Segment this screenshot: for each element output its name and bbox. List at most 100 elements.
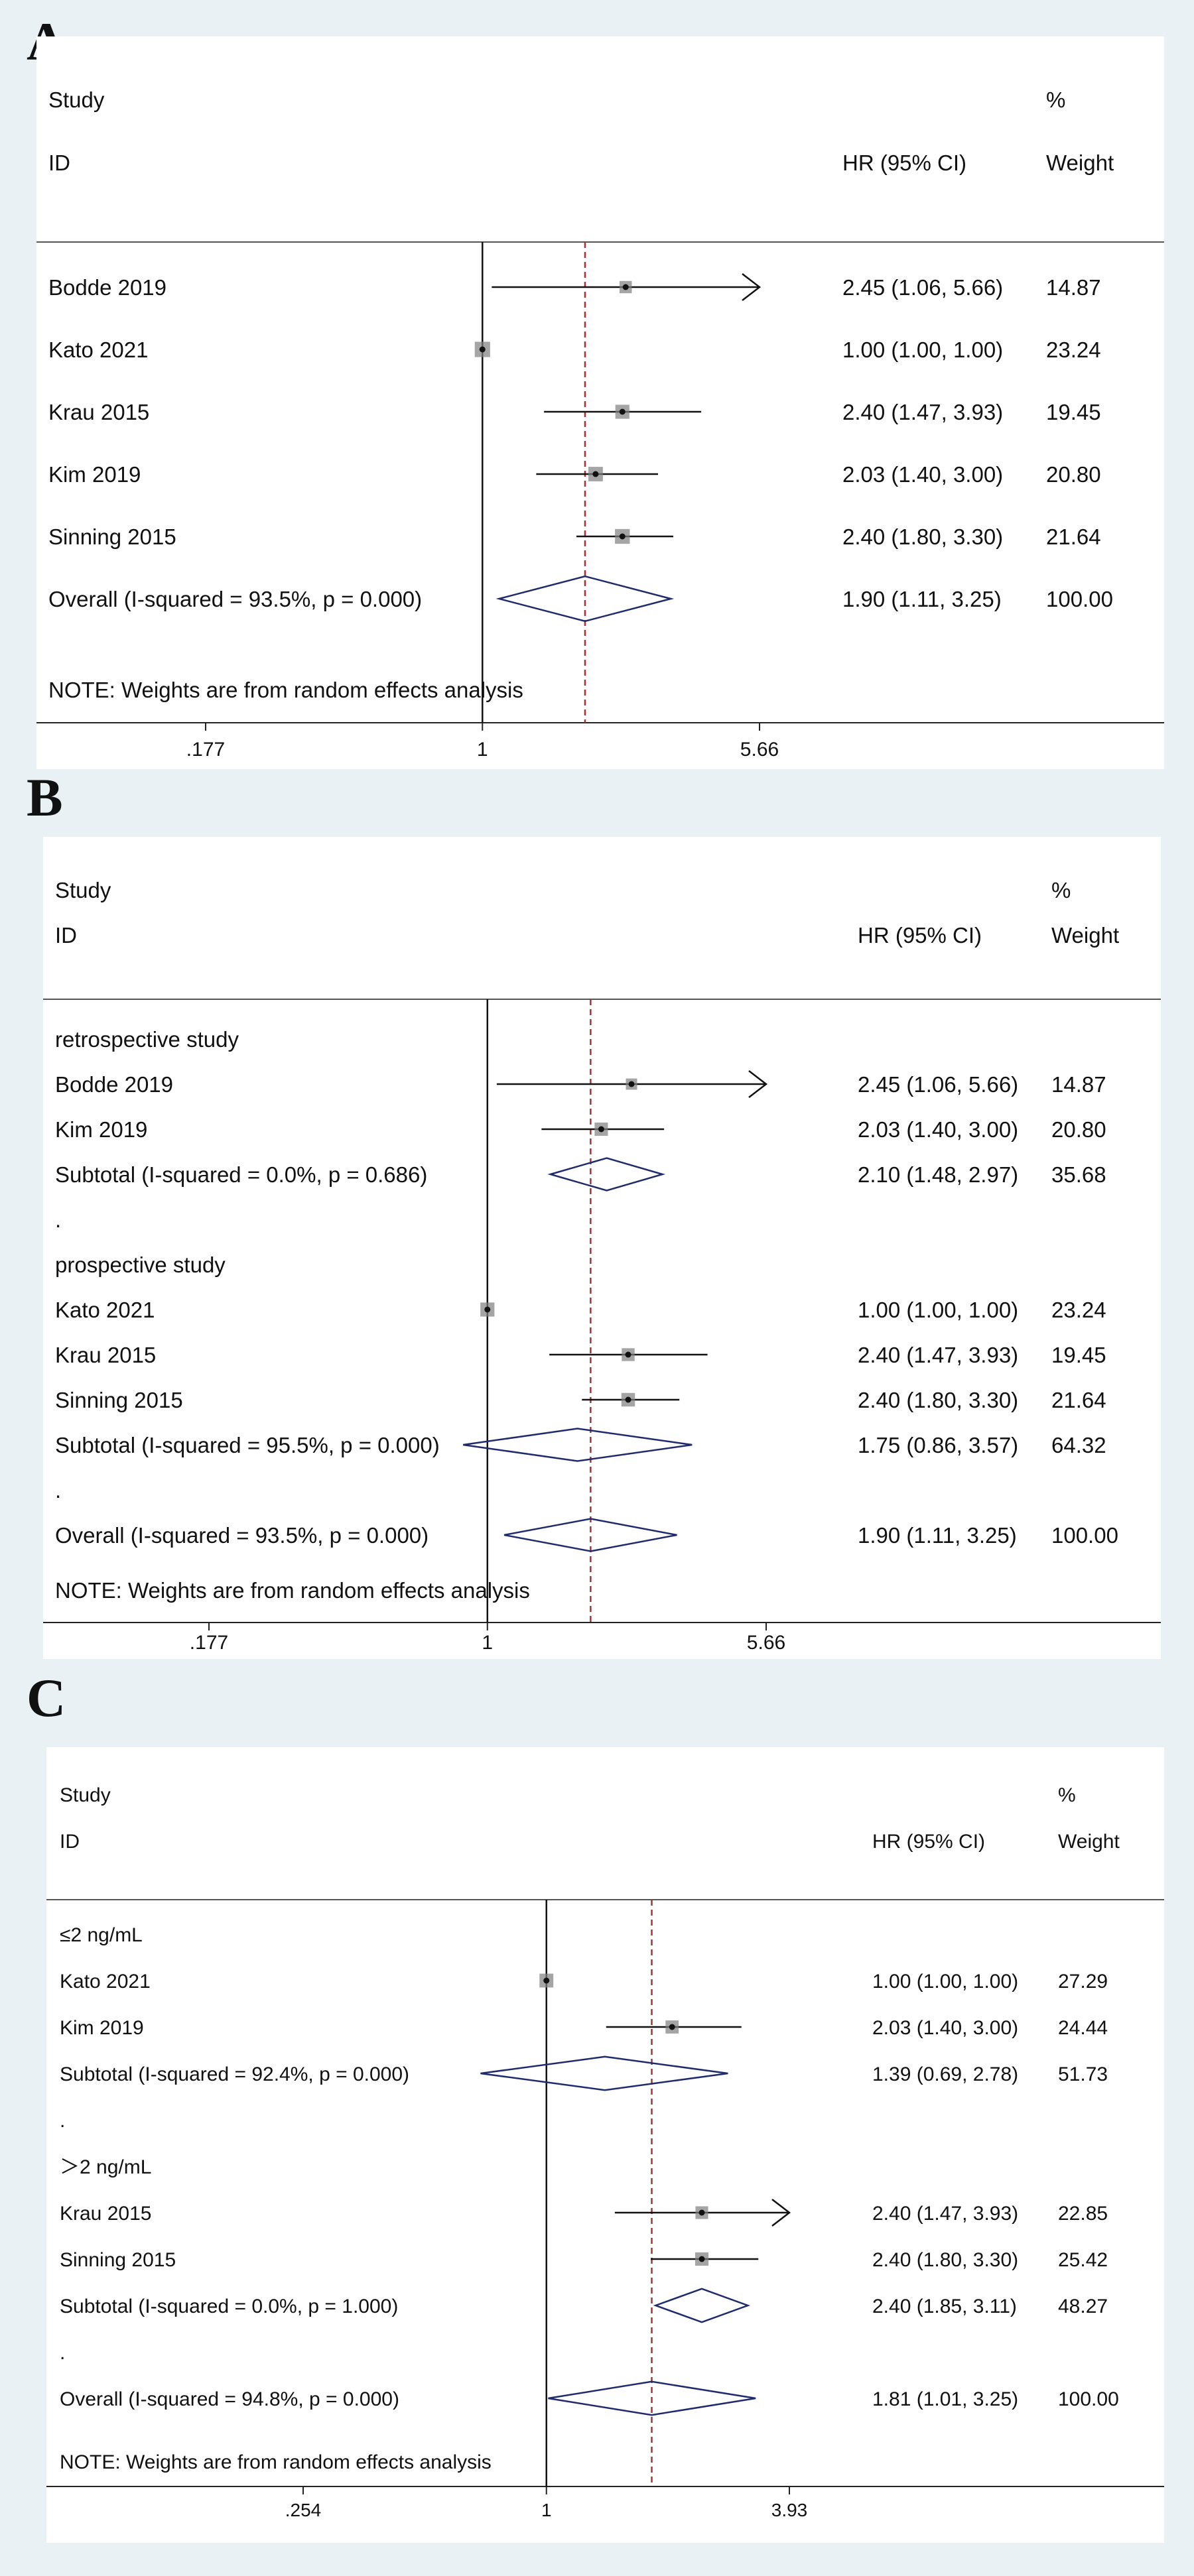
row-hr-ci-text: 2.03 (1.40, 3.00) <box>858 1117 1018 1142</box>
row-label-spacer: . <box>60 2342 65 2364</box>
x-tick-label: .254 <box>285 2500 322 2520</box>
row-label-study: Krau 2015 <box>48 400 149 424</box>
row-weight-text: 21.64 <box>1046 524 1101 549</box>
point-estimate-dot <box>592 471 599 477</box>
row-weight-text: 20.80 <box>1051 1117 1106 1142</box>
row-label-study: Kim 2019 <box>48 462 141 487</box>
ci-arrow-head <box>742 273 762 301</box>
row-hr-ci-text: 2.40 (1.80, 3.30) <box>842 524 1003 549</box>
point-estimate-dot <box>625 1396 631 1403</box>
row-weight-text: 48.27 <box>1058 2296 1108 2317</box>
row-label-overall: Overall (I-squared = 94.8%, p = 0.000) <box>60 2388 399 2410</box>
row-label-subtotal: Subtotal (I-squared = 0.0%, p = 1.000) <box>60 2296 398 2317</box>
header-percent: % <box>1051 878 1071 902</box>
forest-plot-panel-b: Study ID HR (95% CI) % Weight NOTE: Weig… <box>43 837 1161 1659</box>
row-label-spacer: . <box>55 1478 61 1503</box>
row-weight-text: 23.24 <box>1051 1298 1106 1322</box>
overall-diamond <box>548 2380 756 2416</box>
panel-label-c: C <box>27 1668 66 1728</box>
point-estimate-dot <box>628 1081 635 1087</box>
row-hr-ci-text: 2.40 (1.47, 3.93) <box>858 1343 1018 1367</box>
point-estimate-dot <box>484 1306 491 1313</box>
row-hr-ci-text: 2.40 (1.47, 3.93) <box>872 2203 1018 2225</box>
row-hr-ci-text: 1.00 (1.00, 1.00) <box>842 337 1003 362</box>
row-label-study: Sinning 2015 <box>60 2249 176 2271</box>
row-weight-text: 20.80 <box>1046 462 1101 487</box>
header-hr-ci: HR (95% CI) <box>842 151 966 175</box>
row-label-study: Krau 2015 <box>55 1343 156 1367</box>
row-hr-ci-text: 2.10 (1.48, 2.97) <box>858 1162 1018 1187</box>
note-random-effects: NOTE: Weights are from random effects an… <box>60 2451 492 2473</box>
row-weight-text: 100.00 <box>1046 587 1113 611</box>
subtotal-diamond <box>653 2288 751 2323</box>
row-weight-text: 14.87 <box>1051 1072 1106 1097</box>
row-hr-ci-text: 1.90 (1.11, 3.25) <box>858 1523 1017 1548</box>
point-estimate-dot <box>479 346 486 353</box>
point-estimate-dot <box>625 1351 631 1358</box>
row-label-study: Krau 2015 <box>60 2203 151 2225</box>
row-hr-ci-text: 2.45 (1.06, 5.66) <box>842 275 1003 300</box>
forest-plot-panel-c: Study ID HR (95% CI) % Weight NOTE: Weig… <box>46 1747 1164 2543</box>
row-weight-text: 24.44 <box>1058 2017 1108 2039</box>
panel-label-b: B <box>27 767 63 828</box>
header-study: Study <box>60 1784 111 1806</box>
row-hr-ci-text: 1.00 (1.00, 1.00) <box>858 1298 1018 1322</box>
row-hr-ci-text: 1.00 (1.00, 1.00) <box>872 1971 1018 1993</box>
row-weight-text: 19.45 <box>1046 400 1101 424</box>
forest-plot-c: Study ID HR (95% CI) % Weight NOTE: Weig… <box>46 1784 1164 2520</box>
x-tick-label: 5.66 <box>740 739 779 761</box>
header-weight: Weight <box>1051 923 1119 948</box>
point-estimate-dot <box>619 408 626 415</box>
forest-plot-a: Study ID HR (95% CI) % Weight NOTE: Weig… <box>36 88 1164 761</box>
header-hr-ci: HR (95% CI) <box>872 1831 985 1853</box>
row-label-subtotal: Subtotal (I-squared = 95.5%, p = 0.000) <box>55 1433 440 1457</box>
row-label-group: retrospective study <box>55 1027 239 1052</box>
x-tick-label: 3.93 <box>771 2500 808 2520</box>
point-estimate-dot <box>619 533 626 540</box>
point-estimate-dot <box>598 1126 604 1133</box>
row-hr-ci-text: 2.03 (1.40, 3.00) <box>842 462 1003 487</box>
header-hr-ci: HR (95% CI) <box>858 923 982 948</box>
row-hr-ci-text: 2.45 (1.06, 5.66) <box>858 1072 1018 1097</box>
row-label-spacer: . <box>55 1207 61 1232</box>
row-label-study: Kim 2019 <box>55 1117 147 1142</box>
row-label-study: Kim 2019 <box>60 2017 144 2039</box>
subtotal-diamond <box>463 1428 693 1462</box>
row-weight-text: 23.24 <box>1046 337 1101 362</box>
row-label-study: Bodde 2019 <box>48 275 166 300</box>
point-estimate-dot <box>622 284 629 290</box>
row-hr-ci-text: 1.75 (0.86, 3.57) <box>858 1433 1018 1457</box>
ci-arrow-head <box>748 1070 768 1098</box>
row-hr-ci-text: 2.03 (1.40, 3.00) <box>872 2017 1018 2039</box>
header-percent: % <box>1058 1784 1076 1806</box>
header-weight: Weight <box>1046 151 1114 175</box>
header-percent: % <box>1046 88 1065 112</box>
row-weight-text: 14.87 <box>1046 275 1101 300</box>
x-tick-label: 1 <box>477 739 488 761</box>
row-label-group: prospective study <box>55 1253 226 1277</box>
row-hr-ci-text: 2.40 (1.47, 3.93) <box>842 400 1003 424</box>
row-label-subtotal: Subtotal (I-squared = 92.4%, p = 0.000) <box>60 2063 409 2085</box>
note-random-effects: NOTE: Weights are from random effects an… <box>55 1578 530 1603</box>
point-estimate-dot <box>698 2209 705 2216</box>
row-weight-text: 35.68 <box>1051 1162 1106 1187</box>
row-label-study: Bodde 2019 <box>55 1072 173 1097</box>
overall-diamond <box>503 1518 677 1552</box>
row-weight-text: 27.29 <box>1058 1971 1108 1993</box>
row-label-group: ＞2 ng/mL <box>60 2156 151 2178</box>
ci-arrow-head <box>771 2199 791 2227</box>
row-label-spacer: . <box>60 2110 65 2132</box>
header-id: ID <box>48 151 70 175</box>
subtotal-diamond <box>480 2055 728 2091</box>
row-label-study: Kato 2021 <box>60 1971 151 1993</box>
row-label-overall: Overall (I-squared = 93.5%, p = 0.000) <box>48 587 422 611</box>
row-label-study: Sinning 2015 <box>55 1388 183 1412</box>
subtotal-diamond <box>547 1157 666 1192</box>
header-study: Study <box>48 88 105 112</box>
row-weight-text: 19.45 <box>1051 1343 1106 1367</box>
row-label-overall: Overall (I-squared = 93.5%, p = 0.000) <box>55 1523 429 1548</box>
forest-plot-b: Study ID HR (95% CI) % Weight NOTE: Weig… <box>43 878 1161 1654</box>
point-estimate-dot <box>543 1977 550 1984</box>
row-weight-text: 51.73 <box>1058 2063 1108 2085</box>
row-weight-text: 21.64 <box>1051 1388 1106 1412</box>
